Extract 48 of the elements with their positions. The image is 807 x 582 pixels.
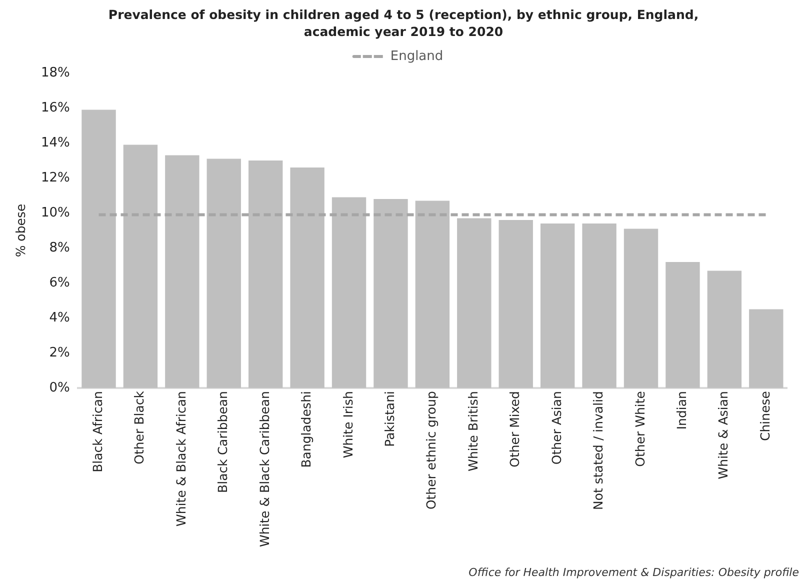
x-tick-label: Other ethnic group <box>424 390 439 510</box>
y-tick-label: 6% <box>49 275 70 290</box>
x-tick-label: White & Black Caribbean <box>256 391 272 548</box>
bar <box>332 197 366 388</box>
chart-title: Prevalence of obesity in children aged 4 to 5 (reception), by ethnic group, England, academic year 2019 to 2020 <box>107 6 700 40</box>
x-tick-label: Indian <box>674 391 689 430</box>
bar <box>707 270 742 388</box>
bar <box>165 155 200 388</box>
y-tick-label: 16% <box>40 100 70 116</box>
x-tick-label: Other White <box>632 390 648 467</box>
x-tick-label: White Irish <box>340 391 356 458</box>
bar <box>123 144 158 388</box>
y-tick-label: 4% <box>49 310 70 326</box>
x-tick-label: Other Mixed <box>507 391 522 468</box>
bar <box>582 224 616 388</box>
bar <box>206 158 241 388</box>
x-tick-label: Black Caribbean <box>215 391 230 493</box>
x-tick-label: Black African <box>90 391 105 472</box>
x-tick-label: Chinese <box>757 390 772 441</box>
y-tick-label: 12% <box>40 170 70 186</box>
y-tick-label: 14% <box>40 135 70 150</box>
x-tick-label: White British <box>465 391 480 472</box>
text: Office for Health Improvement & Disparities: Obesity profile <box>468 566 799 579</box>
bar <box>457 218 492 388</box>
x-tick-label: White & Asian <box>716 391 731 480</box>
bar <box>374 199 408 388</box>
y-axis-title: % obese <box>12 204 28 258</box>
bar <box>540 224 575 388</box>
legend-label: England <box>390 48 444 64</box>
x-tick-label: Pakistani <box>382 391 397 447</box>
x-tick-label: Other Black <box>132 390 147 464</box>
bar <box>624 228 658 388</box>
bar <box>666 262 700 388</box>
y-tick-label: 10% <box>40 205 70 220</box>
y-tick-label: 8% <box>49 240 70 256</box>
y-tick-label: 0% <box>49 380 70 396</box>
bar <box>415 200 450 388</box>
x-tick-label: White & Black African <box>173 391 188 526</box>
bar <box>498 220 533 388</box>
x-tick-label: Other Asian <box>548 391 564 465</box>
bar <box>749 309 784 388</box>
y-tick-label: 18% <box>40 65 70 80</box>
bar <box>82 110 116 388</box>
bar <box>290 168 324 388</box>
x-tick-label: Not stated / invalid <box>590 391 606 510</box>
x-tick-label: Bangladeshi <box>298 391 314 468</box>
y-tick-label: 2% <box>49 345 70 360</box>
bar <box>248 160 283 388</box>
